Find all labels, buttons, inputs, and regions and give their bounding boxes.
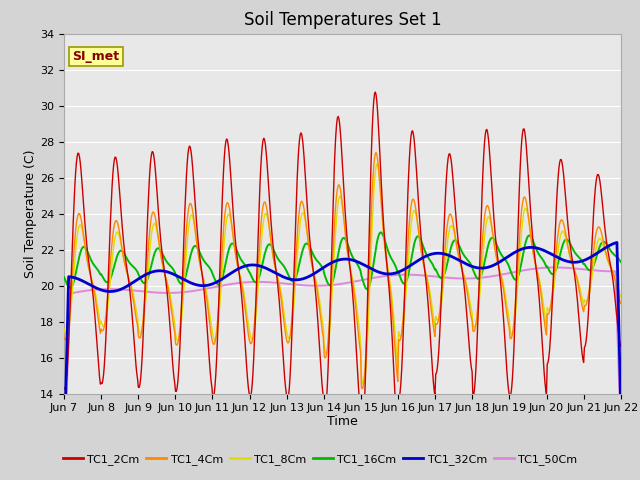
TC1_2Cm [617, 343, 625, 349]
TC1_50Cm [426, 273, 434, 279]
TC1_2Cm [412, 154, 419, 160]
TC1_32Cm [127, 281, 135, 287]
TC1_8Cm [70, 267, 78, 273]
Title: Soil Temperatures Set 1: Soil Temperatures Set 1 [244, 11, 441, 29]
TC1_8Cm [617, 294, 625, 300]
TC1_32Cm [60, 458, 68, 464]
TC1_16Cm [377, 229, 385, 235]
TC1_4Cm [372, 150, 380, 156]
Y-axis label: Soil Temperature (C): Soil Temperature (C) [24, 149, 37, 278]
TC1_32Cm [613, 240, 621, 245]
TC1_16Cm [412, 237, 419, 242]
TC1_2Cm [127, 303, 135, 309]
Line: TC1_32Cm: TC1_32Cm [64, 242, 621, 461]
TC1_4Cm [617, 301, 625, 307]
TC1_32Cm [410, 260, 418, 266]
X-axis label: Time: Time [327, 415, 358, 428]
Line: TC1_50Cm: TC1_50Cm [64, 267, 621, 470]
TC1_2Cm [428, 358, 436, 364]
TC1_50Cm [410, 272, 418, 278]
Line: TC1_16Cm: TC1_16Cm [64, 232, 621, 289]
TC1_2Cm [60, 385, 68, 391]
TC1_16Cm [214, 281, 221, 287]
TC1_32Cm [214, 279, 221, 285]
TC1_50Cm [184, 289, 192, 295]
TC1_4Cm [358, 386, 366, 392]
TC1_50Cm [214, 284, 221, 289]
Line: TC1_8Cm: TC1_8Cm [64, 164, 621, 384]
TC1_50Cm [60, 467, 68, 473]
Text: SI_met: SI_met [72, 50, 120, 63]
TC1_32Cm [184, 279, 192, 285]
TC1_8Cm [184, 231, 192, 237]
TC1_2Cm [70, 199, 78, 204]
TC1_8Cm [373, 161, 381, 167]
TC1_16Cm [127, 262, 135, 268]
TC1_4Cm [60, 334, 68, 340]
TC1_8Cm [412, 210, 419, 216]
Line: TC1_2Cm: TC1_2Cm [64, 92, 621, 438]
TC1_50Cm [617, 432, 625, 438]
TC1_16Cm [428, 260, 436, 266]
TC1_16Cm [70, 277, 78, 283]
TC1_16Cm [617, 259, 625, 265]
TC1_4Cm [127, 286, 135, 292]
TC1_2Cm [358, 435, 365, 441]
TC1_16Cm [184, 264, 192, 270]
Legend: TC1_2Cm, TC1_4Cm, TC1_8Cm, TC1_16Cm, TC1_32Cm, TC1_50Cm: TC1_2Cm, TC1_4Cm, TC1_8Cm, TC1_16Cm, TC1… [58, 450, 582, 469]
Line: TC1_4Cm: TC1_4Cm [64, 153, 621, 389]
TC1_8Cm [60, 326, 68, 332]
TC1_8Cm [428, 302, 436, 308]
TC1_32Cm [426, 252, 434, 257]
TC1_8Cm [127, 283, 135, 289]
TC1_16Cm [60, 274, 68, 280]
TC1_32Cm [70, 275, 78, 280]
TC1_50Cm [70, 290, 78, 296]
TC1_2Cm [371, 89, 379, 95]
TC1_8Cm [214, 329, 221, 335]
TC1_4Cm [214, 321, 221, 326]
TC1_2Cm [214, 339, 221, 345]
TC1_50Cm [551, 264, 559, 270]
TC1_2Cm [184, 152, 192, 157]
TC1_4Cm [412, 205, 419, 211]
TC1_16Cm [363, 287, 371, 292]
TC1_32Cm [617, 407, 625, 413]
TC1_8Cm [360, 382, 367, 387]
TC1_4Cm [184, 211, 192, 216]
TC1_4Cm [70, 246, 78, 252]
TC1_50Cm [127, 288, 135, 293]
TC1_4Cm [428, 312, 436, 317]
